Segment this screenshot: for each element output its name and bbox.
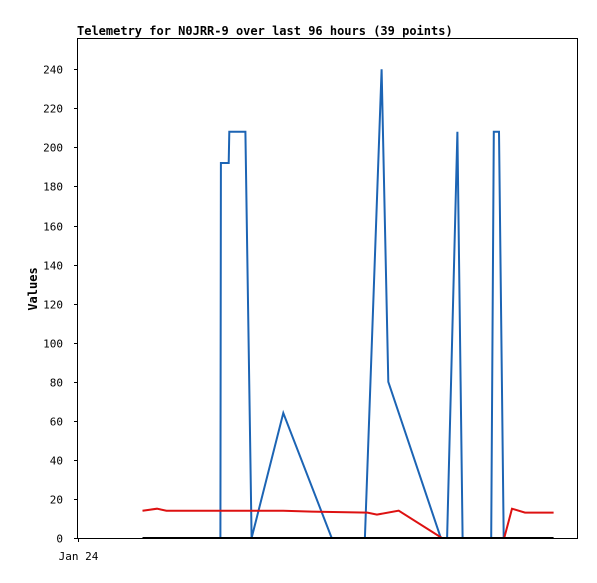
y-tick-label: 0 <box>56 533 63 546</box>
y-tick-label: 120 <box>43 299 63 312</box>
series-line-2 <box>142 507 554 539</box>
y-axis-ticks: 0 20 40 60 80 100 120 140 160 180 200 220 240 <box>43 64 78 546</box>
y-tick-label: 40 <box>50 455 63 468</box>
series-layer <box>142 69 554 539</box>
y-tick-label: 20 <box>50 494 63 507</box>
y-tick-label: 240 <box>43 64 63 77</box>
y-tick-label: 220 <box>43 103 63 116</box>
y-tick-label: 140 <box>43 260 63 273</box>
y-axis-label: Values <box>26 267 40 310</box>
y-tick-label: 100 <box>43 338 63 351</box>
y-tick-label: 200 <box>43 142 63 155</box>
x-axis-ticks: Jan 24 <box>59 538 99 563</box>
series-line-1 <box>219 69 505 539</box>
y-tick-label: 160 <box>43 221 63 234</box>
chart-title: Telemetry for N0JRR-9 over last 96 hours… <box>77 24 453 38</box>
y-tick-label: 60 <box>50 416 63 429</box>
y-tick-label: 180 <box>43 181 63 194</box>
y-tick-label: 80 <box>50 377 63 390</box>
x-tick-label: Jan 24 <box>59 550 99 563</box>
